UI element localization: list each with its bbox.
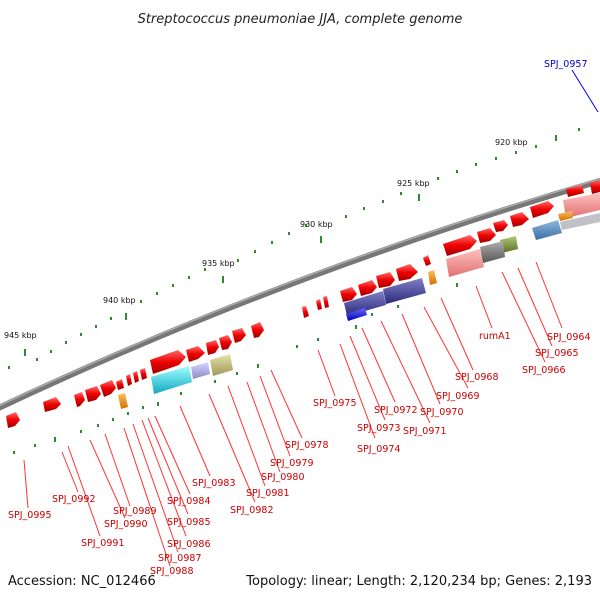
- gene-label-SPJ_0975[interactable]: SPJ_0975: [313, 398, 357, 409]
- gene-label-SPJ_0972[interactable]: SPJ_0972: [374, 405, 418, 416]
- gene-label-SPJ_0968[interactable]: SPJ_0968: [455, 372, 499, 383]
- tick-label-935: 935 kbp: [202, 259, 235, 268]
- gene-label-SPJ_0989[interactable]: SPJ_0989: [113, 506, 157, 517]
- tick-label-925: 925 kbp: [397, 179, 430, 188]
- gene-label-SPJ_0978[interactable]: SPJ_0978: [285, 440, 329, 451]
- tick-label-920: 920 kbp: [495, 138, 528, 147]
- gene-label-SPJ_0980[interactable]: SPJ_0980: [261, 472, 305, 483]
- gene-label-SPJ_0988[interactable]: SPJ_0988: [150, 566, 194, 577]
- gene-label-SPJ_0985[interactable]: SPJ_0985: [167, 517, 211, 528]
- gene-label-rumA1[interactable]: rumA1: [479, 331, 511, 342]
- scale-ticks: [8, 128, 580, 369]
- gene-label-SPJ_0986[interactable]: SPJ_0986: [167, 539, 211, 550]
- label-leader-lines: [23, 261, 563, 567]
- gene-label-SPJ_0992[interactable]: SPJ_0992: [52, 494, 96, 505]
- colored-gene-blocks: [118, 193, 600, 409]
- map-title: Streptococcus pneumoniae JJA, complete g…: [138, 12, 463, 27]
- accession-text: Accession: NC_012466: [8, 574, 156, 589]
- gene-label-SPJ_0966[interactable]: SPJ_0966: [522, 365, 566, 376]
- gene-label-SPJ_0971[interactable]: SPJ_0971: [403, 426, 447, 437]
- highlight-leader-line: [571, 69, 599, 113]
- gene-label-SPJ_0995[interactable]: SPJ_0995: [8, 510, 52, 521]
- gene-label-SPJ_0957[interactable]: SPJ_0957: [544, 59, 588, 70]
- gene-label-SPJ_0973[interactable]: SPJ_0973: [357, 423, 401, 434]
- gene-label-SPJ_0982[interactable]: SPJ_0982: [230, 505, 274, 516]
- gene-label-SPJ_0965[interactable]: SPJ_0965: [535, 348, 579, 359]
- gene-labels: SPJ_0957 SPJ_0964 SPJ_0965 SPJ_0966 rumA…: [8, 59, 591, 577]
- scale-tick-labels: 920 kbp 925 kbp 930 kbp 935 kbp 940 kbp …: [4, 138, 528, 340]
- topology-summary: Topology: linear; Length: 2,120,234 bp; …: [245, 574, 592, 589]
- gene-label-SPJ_0970[interactable]: SPJ_0970: [420, 407, 464, 418]
- gene-label-SPJ_0981[interactable]: SPJ_0981: [246, 488, 290, 499]
- gene-label-SPJ_0984[interactable]: SPJ_0984: [167, 496, 211, 507]
- gene-label-SPJ_0979[interactable]: SPJ_0979: [270, 458, 314, 469]
- backbone-highlight: [0, 178, 600, 407]
- tick-label-945: 945 kbp: [4, 331, 37, 340]
- gene-label-SPJ_0969[interactable]: SPJ_0969: [436, 391, 480, 402]
- gene-label-SPJ_0987[interactable]: SPJ_0987: [158, 553, 202, 564]
- gene-label-SPJ_0974[interactable]: SPJ_0974: [357, 444, 401, 455]
- forward-genes: [6, 180, 600, 428]
- gene-label-SPJ_0990[interactable]: SPJ_0990: [104, 519, 148, 530]
- gene-label-SPJ_0964[interactable]: SPJ_0964: [547, 332, 591, 343]
- tick-label-940: 940 kbp: [103, 296, 136, 305]
- genome-backbone: [0, 177, 600, 411]
- gene-label-SPJ_0983[interactable]: SPJ_0983: [192, 478, 236, 489]
- tick-label-930: 930 kbp: [300, 220, 333, 229]
- inner-ticks: [13, 283, 458, 454]
- gene-label-SPJ_0991[interactable]: SPJ_0991: [81, 538, 125, 549]
